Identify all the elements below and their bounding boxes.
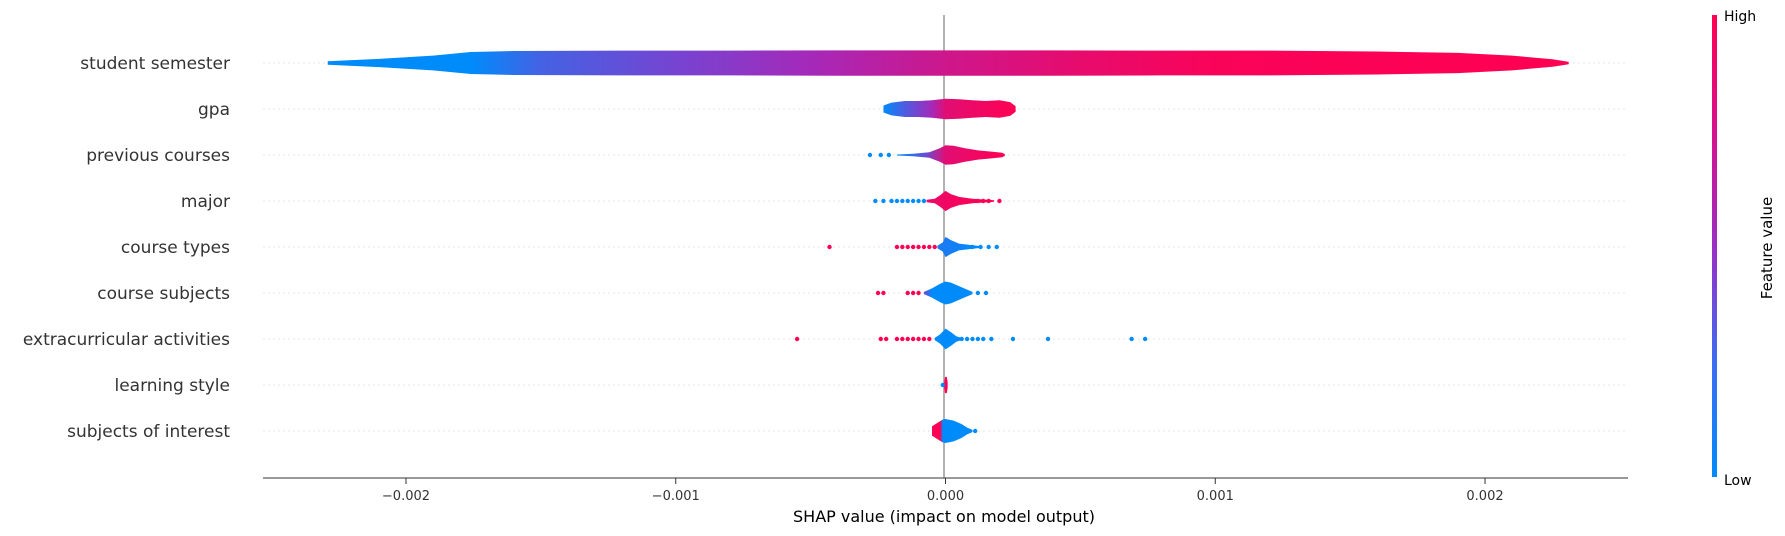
feature-label: subjects of interest: [67, 422, 230, 442]
violin-course-types: [937, 236, 981, 258]
data-point: [905, 244, 910, 250]
data-point: [994, 244, 999, 250]
feature-label: student semester: [80, 54, 230, 74]
x-tick-label: 0.000: [927, 489, 964, 504]
data-point: [959, 336, 964, 342]
colorbar-low-label: Low: [1724, 473, 1752, 489]
data-point: [878, 152, 883, 158]
data-point: [932, 244, 937, 250]
violin-previous-courses: [896, 145, 1005, 165]
data-point: [794, 336, 800, 342]
violin-student-semester: [327, 50, 1569, 76]
feature-label: previous courses: [86, 146, 230, 166]
data-point: [921, 336, 927, 342]
data-point: [921, 198, 927, 204]
data-point: [975, 290, 981, 296]
data-point: [910, 290, 916, 296]
feature-label: course subjects: [97, 284, 230, 304]
data-point: [997, 198, 1002, 204]
data-point: [910, 336, 916, 342]
data-point: [916, 336, 921, 342]
data-point: [894, 198, 900, 204]
data-point: [1129, 336, 1134, 342]
data-point: [964, 244, 970, 250]
data-point: [867, 152, 873, 158]
violin-plots: [327, 50, 1569, 443]
data-point: [975, 336, 981, 342]
data-point: [978, 244, 983, 250]
data-point: [981, 198, 986, 204]
data-point: [889, 198, 894, 204]
feature-label: extracurricular activities: [23, 330, 230, 350]
data-point: [916, 198, 921, 204]
data-point: [964, 336, 970, 342]
data-point: [827, 244, 832, 250]
data-point: [983, 290, 989, 296]
violin-extracurricular-activities: [934, 328, 962, 350]
data-point: [883, 336, 889, 342]
data-point: [910, 198, 916, 204]
feature-labels: student semester gpa previous courses major…: [23, 54, 230, 442]
x-tick-label: −0.001: [652, 489, 700, 504]
data-point: [1045, 336, 1051, 342]
x-tick-label: 0.001: [1197, 489, 1234, 504]
data-point: [916, 244, 921, 250]
data-point: [975, 198, 981, 204]
data-point: [894, 244, 900, 250]
data-point: [881, 290, 886, 296]
data-point: [921, 244, 927, 250]
colorbar-title: Feature value: [1758, 197, 1776, 299]
data-point: [989, 336, 994, 342]
feature-label: gpa: [198, 100, 230, 120]
data-point: [886, 152, 892, 158]
data-point: [986, 198, 991, 204]
data-point: [910, 244, 916, 250]
data-point: [981, 336, 986, 342]
data-point: [905, 336, 910, 342]
data-point: [900, 336, 905, 342]
data-point: [873, 198, 878, 204]
data-point: [940, 382, 946, 388]
data-point: [905, 290, 910, 296]
x-tick-label: −0.002: [382, 489, 430, 504]
violin-course-subjects: [923, 281, 973, 305]
data-point: [881, 198, 886, 204]
data-point: [875, 290, 881, 296]
data-point: [1010, 336, 1016, 342]
data-point: [894, 336, 900, 342]
colorbar-gradient: [1712, 15, 1717, 477]
data-point: [970, 244, 975, 250]
colorbar: High Low Feature value: [1712, 9, 1776, 489]
data-point: [970, 336, 975, 342]
violin-subjects-of-interest: [932, 419, 973, 443]
feature-label: course types: [121, 238, 230, 258]
data-point: [927, 244, 932, 250]
data-point: [1142, 336, 1148, 342]
x-tick-label: 0.002: [1466, 489, 1503, 504]
data-point: [986, 244, 991, 250]
data-point: [900, 198, 905, 204]
data-point: [905, 198, 910, 204]
feature-label: major: [181, 192, 230, 212]
feature-label: learning style: [114, 376, 230, 396]
violin-gpa: [883, 98, 1016, 120]
data-point: [900, 244, 905, 250]
violin-learning-style: [944, 376, 948, 394]
x-axis-title: SHAP value (impact on model output): [793, 507, 1095, 526]
outlier-points: [794, 152, 1148, 434]
data-point: [972, 428, 978, 434]
x-axis-ticks: −0.002 −0.001 0.000 0.001 0.002: [382, 478, 1504, 504]
data-point: [916, 290, 921, 296]
data-point: [927, 336, 932, 342]
colorbar-high-label: High: [1724, 9, 1756, 25]
data-point: [878, 336, 883, 342]
violin-major: [926, 190, 995, 212]
